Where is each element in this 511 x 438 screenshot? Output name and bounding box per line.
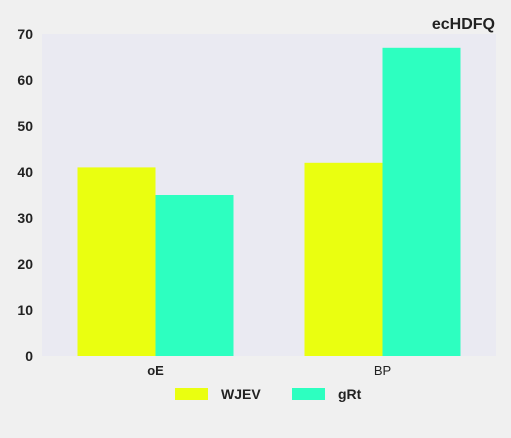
- legend: WJEV gRt: [175, 386, 362, 402]
- legend-label-gRt: gRt: [338, 386, 362, 402]
- bar-gRt-oE: [155, 195, 234, 356]
- y-tick-label: 50: [17, 118, 33, 134]
- y-tick-label: 0: [25, 348, 33, 364]
- x-tick-label: BP: [374, 363, 391, 378]
- x-tick-label: oE: [147, 363, 164, 378]
- y-tick-label: 70: [17, 26, 33, 42]
- chart-title: ecHDFQ: [432, 16, 495, 33]
- y-tick-label: 20: [17, 256, 33, 272]
- y-tick-label: 30: [17, 210, 33, 226]
- bar-WJEV-oE: [77, 167, 156, 356]
- bar-WJEV-BP: [304, 162, 383, 356]
- y-axis: 0 10 20 30 40 50 60 70: [17, 26, 33, 364]
- y-tick-label: 40: [17, 164, 33, 180]
- legend-label-WJEV: WJEV: [221, 386, 261, 402]
- legend-swatch-WJEV: [175, 388, 208, 400]
- y-tick-label: 60: [17, 72, 33, 88]
- legend-swatch-gRt: [292, 388, 325, 400]
- y-tick-label: 10: [17, 302, 33, 318]
- x-axis: oE BP: [147, 363, 391, 378]
- bar-gRt-BP: [382, 47, 461, 357]
- bars-layer: [77, 47, 461, 357]
